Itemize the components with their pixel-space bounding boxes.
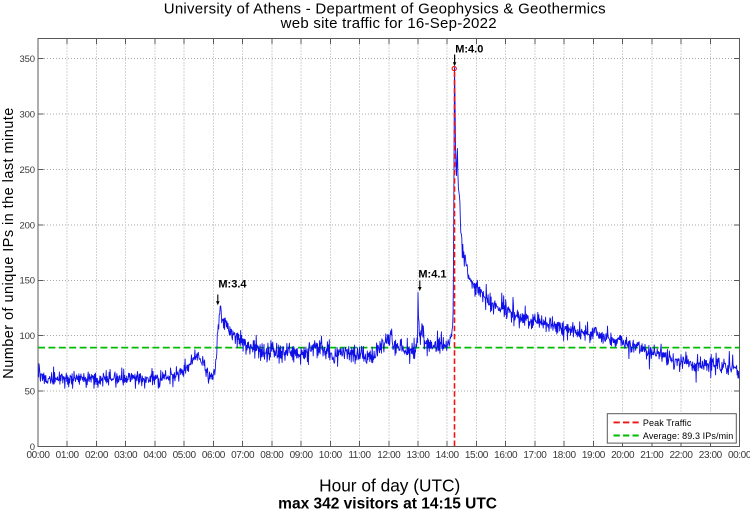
svg-text:14:00: 14:00 [436, 450, 460, 461]
svg-text:16:00: 16:00 [494, 450, 518, 461]
svg-text:200: 200 [20, 220, 35, 231]
svg-text:Hour of day (UTC): Hour of day (UTC) [319, 476, 460, 496]
svg-text:300: 300 [20, 110, 35, 121]
svg-text:04:00: 04:00 [143, 450, 167, 461]
svg-text:Peak Traffic: Peak Traffic [643, 418, 692, 428]
svg-text:18:00: 18:00 [553, 450, 577, 461]
svg-text:07:00: 07:00 [231, 450, 255, 461]
svg-text:max 342 visitors at 14:15 UTC: max 342 visitors at 14:15 UTC [278, 496, 497, 511]
svg-text:02:00: 02:00 [85, 450, 109, 461]
svg-text:web site traffic for 16-Sep-20: web site traffic for 16-Sep-2022 [280, 15, 497, 32]
svg-text:University of Athens - Departm: University of Athens - Department of Geo… [164, 0, 606, 17]
svg-text:22:00: 22:00 [669, 450, 693, 461]
svg-text:M:3.4: M:3.4 [218, 279, 247, 291]
svg-text:05:00: 05:00 [173, 450, 197, 461]
svg-text:11:00: 11:00 [348, 450, 371, 461]
svg-text:Average: 89.3 IPs/min: Average: 89.3 IPs/min [643, 431, 733, 441]
svg-text:13:00: 13:00 [406, 450, 430, 461]
svg-text:150: 150 [20, 276, 35, 287]
svg-text:10:00: 10:00 [319, 450, 343, 461]
svg-text:Number of unique IPs in the la: Number of unique IPs in the last minute [1, 107, 17, 378]
svg-text:0: 0 [30, 442, 35, 453]
svg-text:01:00: 01:00 [56, 450, 80, 461]
svg-text:03:00: 03:00 [114, 450, 138, 461]
svg-text:15:00: 15:00 [465, 450, 489, 461]
svg-text:06:00: 06:00 [202, 450, 226, 461]
svg-text:20:00: 20:00 [611, 450, 635, 461]
svg-text:M:4.0: M:4.0 [455, 44, 483, 56]
svg-text:350: 350 [20, 54, 35, 65]
svg-text:250: 250 [20, 165, 35, 176]
svg-text:12:00: 12:00 [377, 450, 401, 461]
svg-text:M:4.1: M:4.1 [418, 269, 446, 281]
svg-text:00:00: 00:00 [26, 450, 50, 461]
svg-text:21:00: 21:00 [640, 450, 664, 461]
svg-text:19:00: 19:00 [582, 450, 606, 461]
svg-text:17:00: 17:00 [523, 450, 547, 461]
svg-text:50: 50 [25, 387, 35, 398]
svg-text:100: 100 [20, 331, 35, 342]
svg-text:09:00: 09:00 [290, 450, 314, 461]
svg-text:08:00: 08:00 [260, 450, 284, 461]
svg-text:23:00: 23:00 [699, 450, 723, 461]
svg-text:00:00: 00:00 [728, 450, 750, 461]
